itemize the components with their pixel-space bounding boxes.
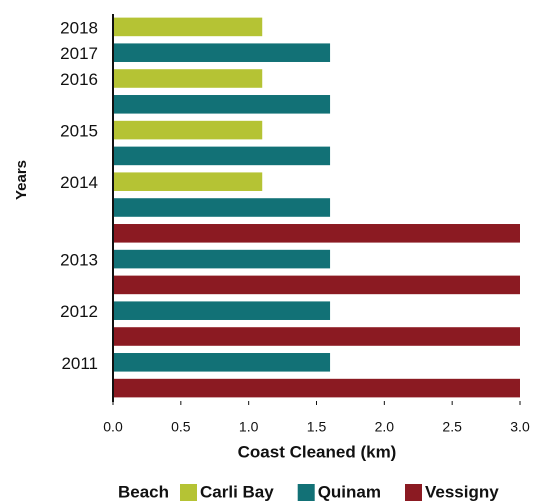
x-tick-label: 2.5 [442,419,462,435]
bar [113,353,331,372]
legend-label: Vessigny [425,482,499,501]
legend-label: Quinam [318,482,381,501]
y-tick-label: 2017 [60,44,98,63]
bar [113,69,263,88]
legend-label: Carli Bay [200,482,274,501]
x-tick-label: 3.0 [510,419,530,435]
bar [113,249,331,269]
legend-swatch [297,484,315,501]
bar [113,172,263,191]
bar [113,301,331,320]
legend-swatch [405,484,422,501]
bar [113,275,520,295]
y-tick-label: 2011 [61,354,98,373]
bar [113,327,520,346]
x-tick-label: 0.0 [103,419,123,435]
x-tick-label: 1.0 [239,419,259,435]
bar [113,120,263,140]
bar [113,17,263,37]
bar [113,378,520,398]
y-axis-label: Years [13,160,30,200]
x-tick-label: 1.5 [307,419,327,435]
bar [113,146,331,166]
x-tick-label: 0.5 [171,419,191,435]
x-axis-label: Coast Cleaned (km) [238,442,397,461]
x-tick-label: 2.0 [375,419,395,435]
y-tick-label: 2016 [60,70,98,89]
y-tick-label: 2012 [60,302,98,321]
bar [113,224,520,243]
bar [113,198,331,217]
bar [113,43,331,62]
legend-title: Beach [118,482,169,501]
y-tick-label: 2014 [60,173,98,192]
y-tick-label: 2015 [60,122,98,141]
legend-swatch [180,484,197,501]
y-tick-label: 2018 [60,18,98,37]
bar [113,95,331,114]
y-tick-label: 2013 [60,251,98,270]
